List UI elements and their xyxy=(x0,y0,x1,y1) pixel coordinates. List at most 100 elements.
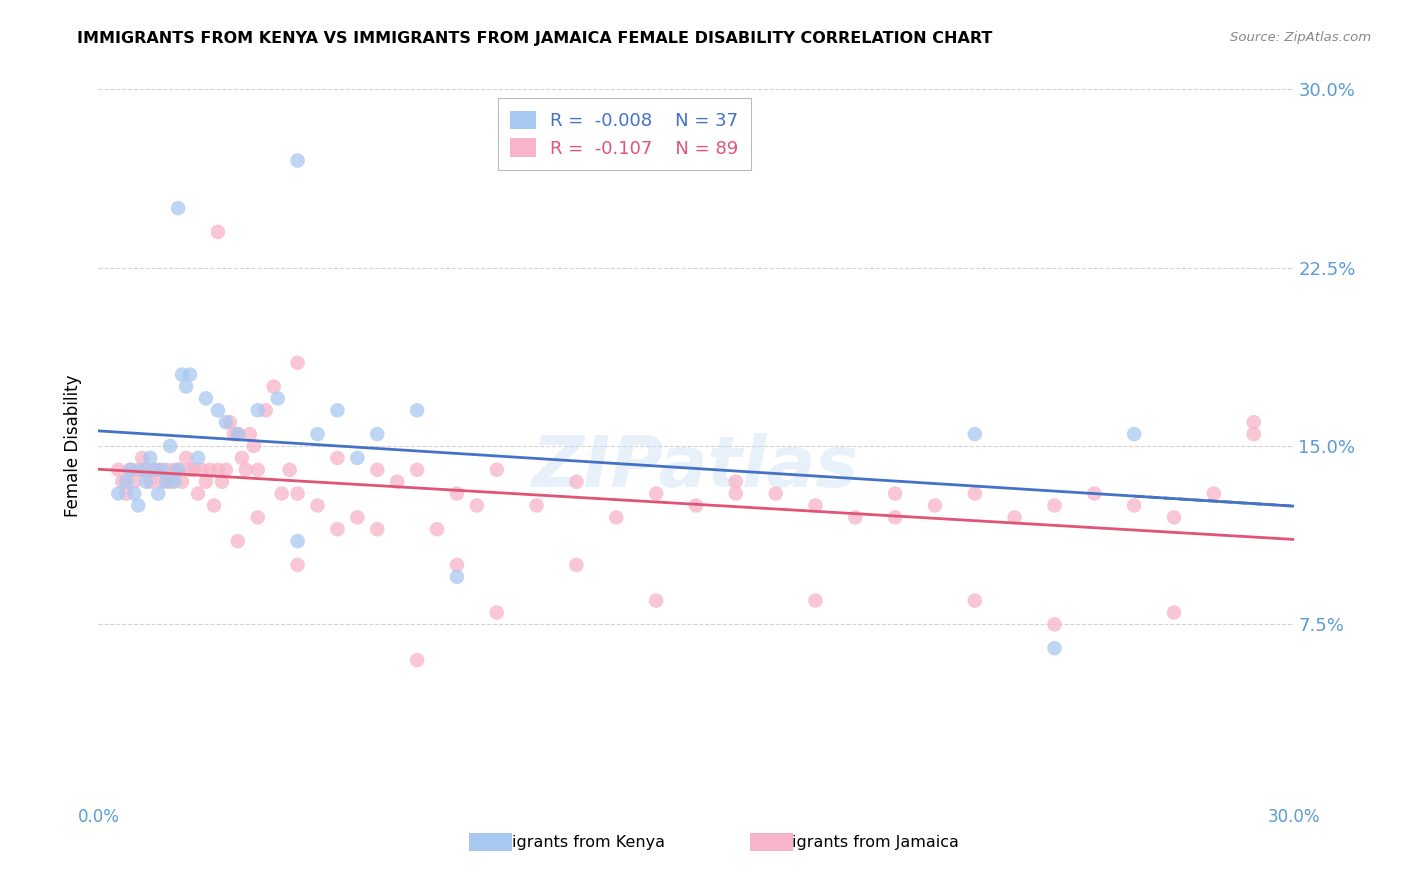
Point xyxy=(246,463,269,477)
Point xyxy=(346,510,368,524)
Point xyxy=(246,510,269,524)
Point xyxy=(150,475,173,489)
Point xyxy=(207,463,229,477)
Point xyxy=(1202,486,1225,500)
Point xyxy=(366,427,388,442)
Point xyxy=(127,463,149,477)
Point xyxy=(235,463,257,477)
Point xyxy=(179,368,201,382)
Point xyxy=(446,486,468,500)
Point xyxy=(226,427,249,442)
Point xyxy=(1123,427,1146,442)
Text: Immigrants from Kenya: Immigrants from Kenya xyxy=(477,835,665,849)
FancyBboxPatch shape xyxy=(749,833,793,851)
Point xyxy=(187,486,209,500)
Point xyxy=(150,463,173,477)
Point xyxy=(211,475,233,489)
Point xyxy=(135,463,157,477)
Point xyxy=(202,499,225,513)
Point xyxy=(115,486,138,500)
Point xyxy=(155,463,177,477)
Point xyxy=(724,475,747,489)
Point xyxy=(198,463,221,477)
Point xyxy=(267,392,290,406)
Point xyxy=(148,463,170,477)
Point xyxy=(187,450,209,465)
Point xyxy=(163,475,186,489)
Point xyxy=(385,475,409,489)
Text: Immigrants from Jamaica: Immigrants from Jamaica xyxy=(756,835,959,849)
Point xyxy=(645,486,668,500)
Legend: R =  -0.008    N = 37, R =  -0.107    N = 89: R = -0.008 N = 37, R = -0.107 N = 89 xyxy=(498,98,751,170)
Point xyxy=(120,463,142,477)
Point xyxy=(724,486,747,500)
Point xyxy=(139,450,162,465)
Point xyxy=(884,486,907,500)
Point xyxy=(565,475,588,489)
Point xyxy=(1043,617,1066,632)
Point xyxy=(124,475,146,489)
Point xyxy=(605,510,627,524)
Point xyxy=(231,450,253,465)
Text: ZIPatlas: ZIPatlas xyxy=(533,433,859,502)
Point xyxy=(406,463,429,477)
Text: IMMIGRANTS FROM KENYA VS IMMIGRANTS FROM JAMAICA FEMALE DISABILITY CORRELATION C: IMMIGRANTS FROM KENYA VS IMMIGRANTS FROM… xyxy=(77,31,993,46)
Point xyxy=(222,427,245,442)
Point xyxy=(287,558,309,572)
Point xyxy=(167,201,190,215)
Point xyxy=(844,510,866,524)
Point xyxy=(426,522,449,536)
FancyBboxPatch shape xyxy=(470,833,512,851)
Point xyxy=(226,534,249,549)
Point xyxy=(963,427,986,442)
Point xyxy=(191,463,214,477)
Point xyxy=(174,379,197,393)
Point xyxy=(446,570,468,584)
Point xyxy=(167,463,190,477)
Point xyxy=(465,499,488,513)
Point xyxy=(131,450,153,465)
Point xyxy=(207,225,229,239)
Point xyxy=(131,463,153,477)
Point xyxy=(159,439,181,453)
Point xyxy=(163,463,186,477)
Point xyxy=(565,558,588,572)
Point xyxy=(172,368,194,382)
Point xyxy=(287,486,309,500)
Point xyxy=(195,392,218,406)
Point xyxy=(884,510,907,524)
Point xyxy=(924,499,946,513)
Point xyxy=(1243,427,1265,442)
Point xyxy=(127,499,149,513)
Point xyxy=(215,463,238,477)
Point xyxy=(195,475,218,489)
Point xyxy=(645,593,668,607)
Point xyxy=(226,427,249,442)
Point xyxy=(326,522,349,536)
Point xyxy=(120,463,142,477)
Point xyxy=(148,486,170,500)
Point xyxy=(804,593,827,607)
Point xyxy=(207,403,229,417)
Point xyxy=(254,403,277,417)
Point xyxy=(406,403,429,417)
Point xyxy=(174,450,197,465)
Point xyxy=(1083,486,1105,500)
Point xyxy=(406,653,429,667)
Point xyxy=(183,463,205,477)
Point xyxy=(366,463,388,477)
Point xyxy=(963,593,986,607)
Point xyxy=(115,475,138,489)
Point xyxy=(1163,606,1185,620)
Point xyxy=(287,534,309,549)
Point xyxy=(685,499,707,513)
Point xyxy=(159,475,181,489)
Point xyxy=(963,486,986,500)
Point xyxy=(143,463,166,477)
Y-axis label: Female Disability: Female Disability xyxy=(65,375,83,517)
Point xyxy=(107,463,129,477)
Point xyxy=(278,463,301,477)
Point xyxy=(111,475,134,489)
Point xyxy=(124,486,146,500)
Point xyxy=(326,450,349,465)
